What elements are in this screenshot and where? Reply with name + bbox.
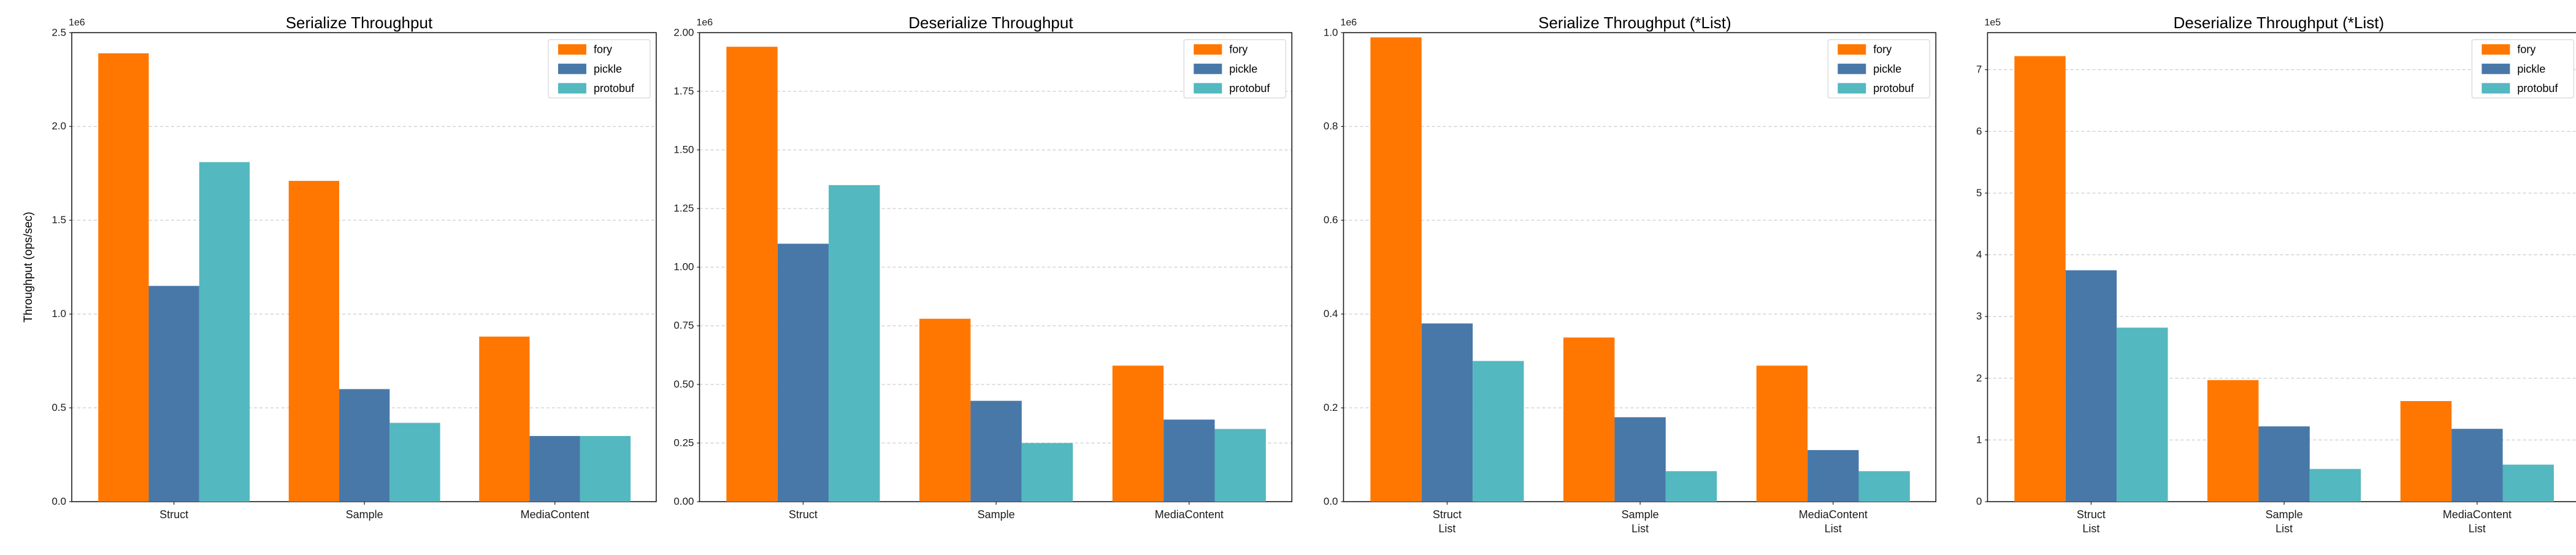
svg-text:0.0: 0.0 <box>52 496 66 507</box>
svg-text:7: 7 <box>1976 64 1982 75</box>
svg-text:Sample: Sample <box>346 508 383 521</box>
svg-text:Struct: Struct <box>1433 508 1462 521</box>
svg-text:pickle: pickle <box>2517 63 2545 75</box>
svg-text:Struct: Struct <box>789 508 818 521</box>
svg-text:1e6: 1e6 <box>1341 17 1357 28</box>
svg-text:1e6: 1e6 <box>69 17 85 28</box>
svg-text:fory: fory <box>2517 44 2536 56</box>
svg-text:protobuf: protobuf <box>594 82 635 94</box>
svg-text:1e6: 1e6 <box>697 17 713 28</box>
svg-text:1e5: 1e5 <box>1985 17 2001 28</box>
svg-text:Deserialize Throughput (*List): Deserialize Throughput (*List) <box>2174 13 2384 32</box>
svg-text:0.2: 0.2 <box>1324 402 1338 413</box>
svg-text:1.5: 1.5 <box>52 214 66 226</box>
svg-text:1.00: 1.00 <box>673 261 694 273</box>
svg-text:protobuf: protobuf <box>1229 82 1270 94</box>
svg-text:List: List <box>2082 522 2099 535</box>
svg-text:0.00: 0.00 <box>673 496 694 507</box>
svg-text:Sample: Sample <box>1622 508 1659 521</box>
svg-text:MediaContent: MediaContent <box>1155 508 1224 521</box>
svg-text:Deserialize Throughput: Deserialize Throughput <box>908 13 1073 32</box>
svg-text:2.00: 2.00 <box>673 26 694 38</box>
svg-text:0.8: 0.8 <box>1324 120 1338 132</box>
svg-text:List: List <box>2469 522 2486 535</box>
svg-text:Serialize Throughput: Serialize Throughput <box>286 13 433 32</box>
svg-text:0.6: 0.6 <box>1324 214 1338 226</box>
svg-text:4: 4 <box>1976 249 1982 261</box>
svg-text:3: 3 <box>1976 310 1982 322</box>
svg-text:Struct: Struct <box>2077 508 2106 521</box>
svg-text:MediaContent: MediaContent <box>2443 508 2512 521</box>
svg-text:List: List <box>1825 522 1842 535</box>
svg-text:fory: fory <box>1229 44 1248 56</box>
svg-text:Struct: Struct <box>159 508 188 521</box>
svg-text:fory: fory <box>1873 44 1892 56</box>
svg-text:pickle: pickle <box>1229 63 1257 75</box>
svg-text:Serialize Throughput (*List): Serialize Throughput (*List) <box>1538 13 1731 32</box>
svg-text:Sample: Sample <box>978 508 1015 521</box>
svg-text:2.5: 2.5 <box>52 26 66 38</box>
svg-text:1.50: 1.50 <box>673 144 694 155</box>
svg-text:0.25: 0.25 <box>673 437 694 448</box>
svg-text:1.0: 1.0 <box>1324 26 1338 38</box>
svg-text:fory: fory <box>594 44 612 56</box>
svg-text:Sample: Sample <box>2266 508 2303 521</box>
svg-text:1: 1 <box>1976 434 1982 445</box>
svg-text:1.25: 1.25 <box>673 202 694 214</box>
svg-text:0.75: 0.75 <box>673 320 694 331</box>
svg-text:pickle: pickle <box>1873 63 1901 75</box>
svg-text:2: 2 <box>1976 372 1982 384</box>
svg-text:MediaContent: MediaContent <box>1799 508 1868 521</box>
svg-text:0.5: 0.5 <box>52 402 66 413</box>
svg-text:protobuf: protobuf <box>2517 82 2558 94</box>
svg-text:6: 6 <box>1976 125 1982 137</box>
svg-text:0.4: 0.4 <box>1324 308 1338 320</box>
svg-text:protobuf: protobuf <box>1873 82 1914 94</box>
svg-text:2.0: 2.0 <box>52 120 66 132</box>
svg-text:List: List <box>1631 522 1649 535</box>
svg-text:0.50: 0.50 <box>673 378 694 390</box>
svg-text:MediaContent: MediaContent <box>521 508 589 521</box>
svg-text:0: 0 <box>1976 496 1982 507</box>
svg-text:1.75: 1.75 <box>673 85 694 97</box>
svg-text:5: 5 <box>1976 187 1982 199</box>
svg-text:List: List <box>1438 522 1455 535</box>
svg-text:1.0: 1.0 <box>52 308 66 320</box>
svg-text:List: List <box>2275 522 2293 535</box>
svg-text:Throughput (ops/sec): Throughput (ops/sec) <box>22 212 35 323</box>
svg-text:pickle: pickle <box>594 63 622 75</box>
svg-text:0.0: 0.0 <box>1324 496 1338 507</box>
